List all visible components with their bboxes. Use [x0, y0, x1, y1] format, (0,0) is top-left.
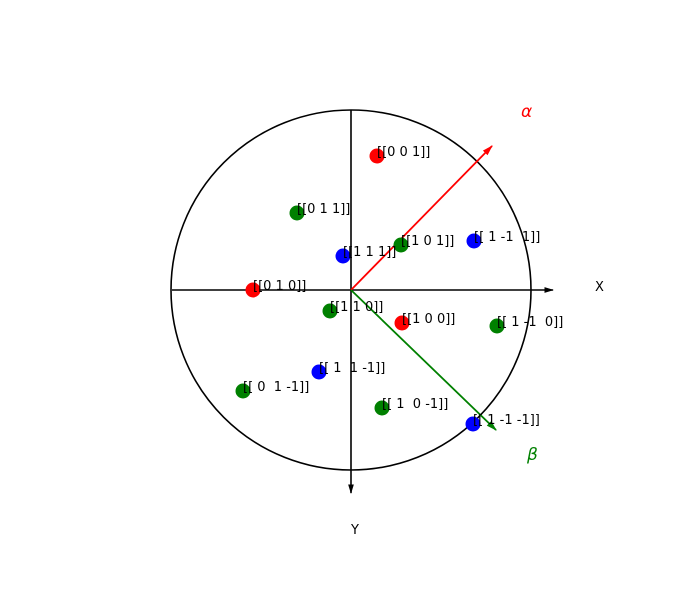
point-marker: [289, 205, 305, 221]
point-marker: [245, 282, 261, 298]
point-marker: [369, 148, 385, 164]
points-layer: [[0 0 1]] [[0 1 1]] [[1 0 1]] [[ 1 -1 1]] [[…: [235, 145, 563, 432]
point-label: [[0 1 1]]: [297, 202, 350, 217]
point-label: [[0 0 1]]: [377, 145, 430, 160]
x-axis-label: X: [595, 280, 604, 295]
point-label: [[ 1 0 -1]]: [382, 397, 448, 412]
point-marker: [466, 233, 482, 249]
point-marker: [394, 315, 410, 331]
point-marker: [322, 303, 338, 319]
point-label: [[ 1 -1 -1]]: [473, 413, 540, 428]
point-label: [[0 1 0]]: [253, 279, 306, 294]
point-label: [[ 1 -1 0]]: [497, 315, 563, 330]
point-label: [[ 1 1 -1]]: [319, 361, 385, 376]
point-marker: [489, 318, 505, 334]
point-label: [[ 0 1 -1]]: [243, 380, 309, 395]
point-label: [[ 1 -1 1]]: [474, 230, 540, 245]
alpha-vector: [350, 145, 493, 291]
y-axis-label: Y: [350, 523, 359, 538]
point-marker: [235, 383, 251, 399]
point-marker: [311, 364, 327, 380]
beta-vector: [350, 289, 497, 431]
point-label: [[1 1 1]]: [343, 245, 396, 260]
beta-label: β: [526, 445, 538, 465]
point-label: [[1 0 0]]: [402, 312, 455, 327]
point-marker: [393, 237, 409, 253]
alpha-label: α: [521, 102, 532, 122]
point-marker: [374, 400, 390, 416]
point-label: [[1 0 1]]: [401, 234, 454, 249]
point-marker: [335, 248, 351, 264]
point-label: [[1 1 0]]: [330, 300, 383, 315]
point-marker: [465, 416, 481, 432]
